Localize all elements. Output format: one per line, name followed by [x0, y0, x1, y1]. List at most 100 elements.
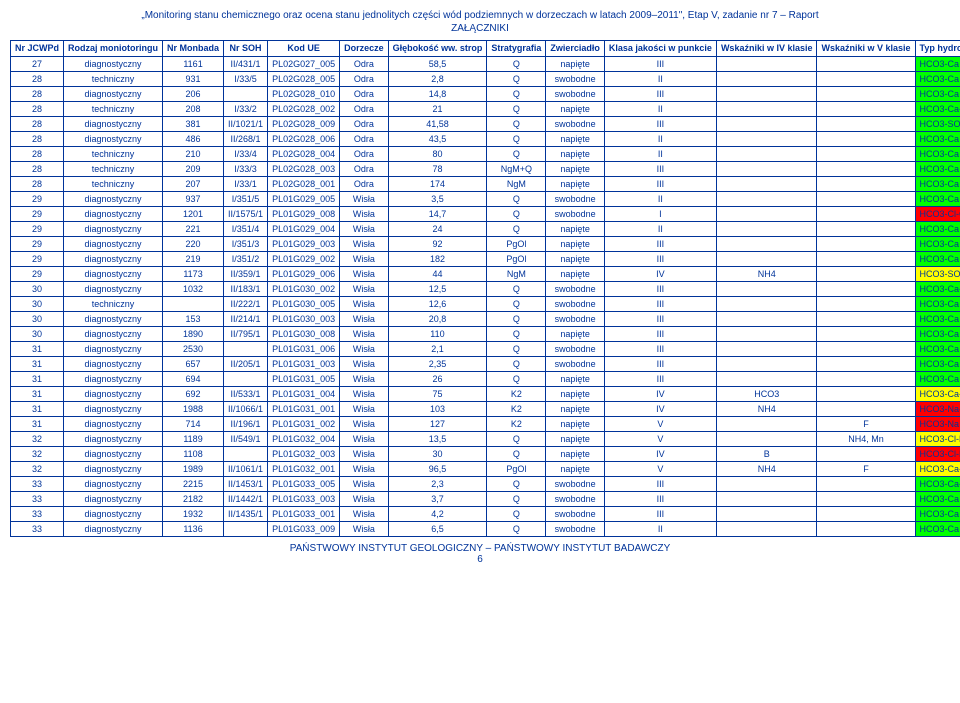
table-row: 28techniczny210I/33/4PL02G028_004Odra80Q…: [11, 146, 960, 161]
table-cell: III: [604, 86, 716, 101]
table-cell: [817, 476, 915, 491]
table-row: 28techniczny931I/33/5PL02G028_005Odra2,8…: [11, 71, 960, 86]
table-cell: [817, 236, 915, 251]
table-cell: 28: [11, 176, 64, 191]
column-header: Nr JCWPd: [11, 41, 64, 57]
table-cell: diagnostyczny: [64, 341, 163, 356]
table-cell: Q: [487, 476, 546, 491]
table-cell: PL01G033_001: [268, 506, 340, 521]
table-cell: napięte: [546, 176, 605, 191]
table-cell: [716, 506, 817, 521]
table-cell: II/795/1: [224, 326, 268, 341]
table-cell: HCO3-Ca-Mg: [915, 101, 960, 116]
table-cell: Wisła: [340, 386, 389, 401]
table-cell: IV: [604, 386, 716, 401]
table-cell: HCO3-Na: [915, 416, 960, 431]
table-cell: 2,35: [388, 356, 487, 371]
table-cell: [716, 101, 817, 116]
table-cell: 381: [163, 116, 224, 131]
table-cell: 30: [388, 446, 487, 461]
table-cell: IV: [604, 446, 716, 461]
table-cell: diagnostyczny: [64, 356, 163, 371]
table-cell: 127: [388, 416, 487, 431]
table-cell: swobodne: [546, 206, 605, 221]
table-cell: III: [604, 281, 716, 296]
table-cell: NgM+Q: [487, 161, 546, 176]
table-cell: 31: [11, 416, 64, 431]
table-cell: [817, 56, 915, 71]
data-table: Nr JCWPdRodzaj moniotoringuNr MonbadaNr …: [10, 40, 960, 537]
table-cell: PL01G032_001: [268, 461, 340, 476]
table-cell: [817, 266, 915, 281]
table-cell: Q: [487, 221, 546, 236]
table-cell: [817, 176, 915, 191]
table-row: 29diagnostyczny1201II/1575/1PL01G029_008…: [11, 206, 960, 221]
table-cell: HCO3-Ca: [915, 236, 960, 251]
table-cell: diagnostyczny: [64, 266, 163, 281]
table-cell: II/431/1: [224, 56, 268, 71]
table-cell: 14,7: [388, 206, 487, 221]
table-cell: 694: [163, 371, 224, 386]
table-cell: [817, 401, 915, 416]
table-cell: diagnostyczny: [64, 116, 163, 131]
table-cell: 28: [11, 131, 64, 146]
table-cell: II: [604, 221, 716, 236]
table-cell: 12,5: [388, 281, 487, 296]
table-cell: 3,5: [388, 191, 487, 206]
table-header: Nr JCWPdRodzaj moniotoringuNr MonbadaNr …: [11, 41, 960, 57]
table-cell: Q: [487, 191, 546, 206]
table-cell: HCO3-SO4-Ca: [915, 116, 960, 131]
table-cell: HCO3-Ca: [915, 131, 960, 146]
table-row: 33diagnostyczny2215II/1453/1PL01G033_005…: [11, 476, 960, 491]
table-cell: Q: [487, 131, 546, 146]
table-cell: [817, 446, 915, 461]
table-cell: Wisła: [340, 446, 389, 461]
table-cell: PL01G030_003: [268, 311, 340, 326]
table-cell: V: [604, 431, 716, 446]
table-cell: diagnostyczny: [64, 371, 163, 386]
table-cell: diagnostyczny: [64, 446, 163, 461]
table-cell: III: [604, 161, 716, 176]
table-cell: NH4: [716, 461, 817, 476]
table-cell: [716, 371, 817, 386]
table-cell: 14,8: [388, 86, 487, 101]
table-cell: swobodne: [546, 521, 605, 536]
table-cell: 28: [11, 71, 64, 86]
table-cell: II/183/1: [224, 281, 268, 296]
table-cell: [716, 206, 817, 221]
table-cell: IV: [604, 266, 716, 281]
table-cell: 33: [11, 491, 64, 506]
table-cell: [817, 326, 915, 341]
table-cell: 1201: [163, 206, 224, 221]
table-cell: II: [604, 521, 716, 536]
table-cell: [817, 221, 915, 236]
table-cell: swobodne: [546, 476, 605, 491]
table-cell: Odra: [340, 161, 389, 176]
table-cell: [716, 281, 817, 296]
table-cell: 2530: [163, 341, 224, 356]
table-cell: swobodne: [546, 311, 605, 326]
table-cell: 28: [11, 101, 64, 116]
table-cell: Q: [487, 281, 546, 296]
table-cell: 219: [163, 251, 224, 266]
table-cell: 110: [388, 326, 487, 341]
table-row: 28diagnostyczny486II/268/1PL02G028_006Od…: [11, 131, 960, 146]
table-cell: II/549/1: [224, 431, 268, 446]
table-cell: 1932: [163, 506, 224, 521]
column-header: Klasa jakości w punkcie: [604, 41, 716, 57]
table-cell: swobodne: [546, 491, 605, 506]
table-cell: Wisła: [340, 206, 389, 221]
table-cell: [817, 506, 915, 521]
table-cell: [716, 116, 817, 131]
table-cell: II/1442/1: [224, 491, 268, 506]
table-cell: NgM: [487, 266, 546, 281]
table-cell: PL01G029_005: [268, 191, 340, 206]
table-cell: PL02G028_001: [268, 176, 340, 191]
table-cell: diagnostyczny: [64, 461, 163, 476]
table-cell: III: [604, 236, 716, 251]
table-cell: [817, 131, 915, 146]
table-cell: HCO3-Ca-Na: [915, 461, 960, 476]
table-cell: III: [604, 251, 716, 266]
table-cell: HCO3-Ca: [915, 326, 960, 341]
table-cell: diagnostyczny: [64, 416, 163, 431]
